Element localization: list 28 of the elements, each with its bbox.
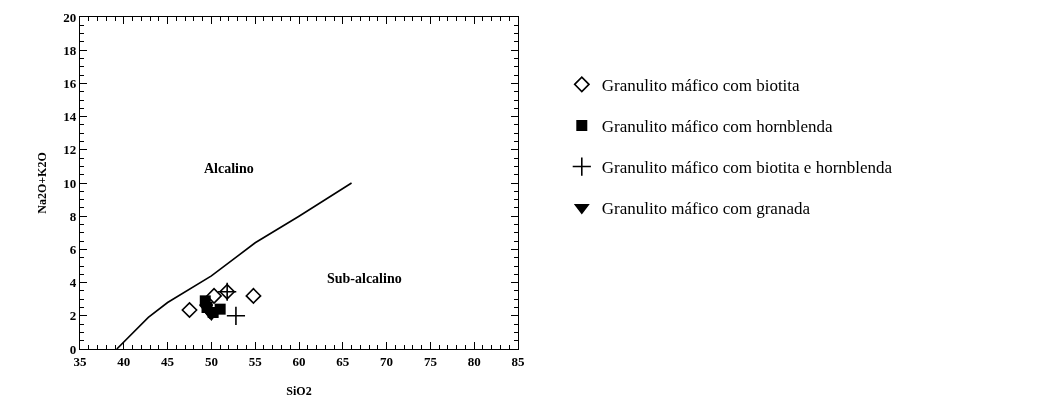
- y-tick-label: 8: [69, 208, 77, 224]
- x-tick-label: 70: [380, 353, 394, 369]
- legend-label: Granulito máfico com biotita e hornblenda: [601, 158, 893, 178]
- y-tick-label: 2: [69, 308, 77, 324]
- y-tick-label: 16: [63, 75, 77, 91]
- y-tick-label: 4: [69, 275, 77, 291]
- y-tick-label: 6: [69, 241, 77, 257]
- legend-label: Granulito máfico com biotita: [601, 75, 801, 95]
- x-tick-label: 45: [161, 353, 175, 369]
- x-tick-label: 50: [204, 353, 218, 369]
- y-tick-label: 12: [63, 142, 77, 158]
- legend-label: Granulito máfico com hornblenda: [601, 117, 834, 137]
- x-tick-label: 75: [423, 353, 438, 369]
- x-tick-label: 80: [467, 353, 481, 369]
- x-tick-label: 60: [292, 353, 306, 369]
- y-tick-label: 20: [63, 9, 77, 25]
- y-tick-label: 10: [63, 175, 77, 191]
- x-tick-label: 55: [248, 353, 263, 369]
- y-tick-label: 18: [63, 42, 77, 58]
- x-tick-label: 65: [336, 353, 350, 369]
- y-axis-title: Na2O+K2O: [34, 152, 49, 214]
- x-tick-label: 40: [117, 353, 131, 369]
- annotation: Sub-alcalino: [327, 271, 402, 286]
- x-axis-title: SiO2: [286, 384, 312, 399]
- annotation: Alcalino: [204, 161, 254, 176]
- x-tick-label: 85: [511, 353, 525, 369]
- legend-label: Granulito máfico com granada: [601, 199, 811, 219]
- y-tick-label: 14: [63, 109, 77, 125]
